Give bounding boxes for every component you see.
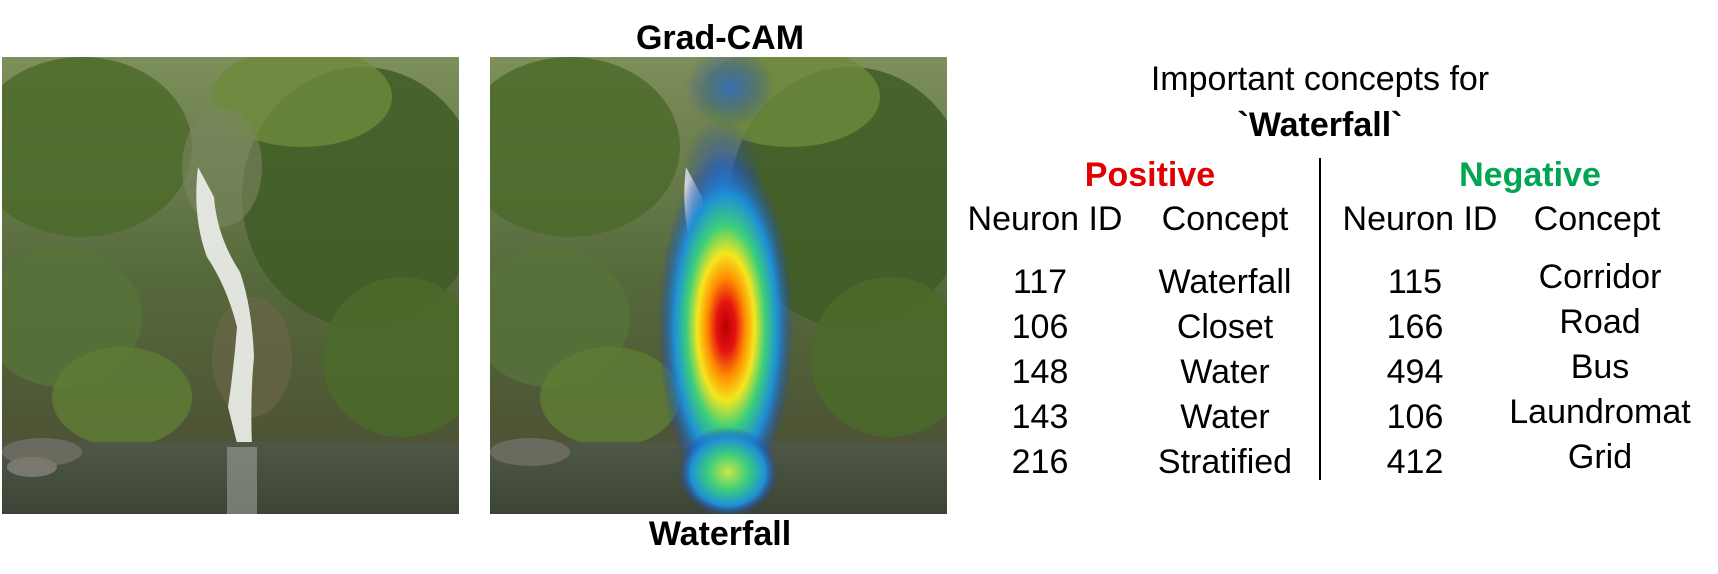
- concepts-class-name: `Waterfall`: [1237, 106, 1403, 144]
- positive-neuron-id: 216: [1011, 443, 1069, 481]
- positive-concept: Waterfall: [1158, 263, 1292, 301]
- column-divider: [1319, 158, 1321, 480]
- positive-concept: Closet: [1176, 308, 1274, 346]
- negative-concept: Laundromat: [1509, 393, 1691, 431]
- positive-neuron-id-header: Neuron ID: [967, 200, 1123, 238]
- negative-neuron-id-header: Neuron ID: [1342, 200, 1498, 238]
- negative-neuron-id: 115: [1387, 263, 1443, 301]
- positive-concept: Stratified: [1157, 443, 1293, 481]
- class-label: Waterfall: [648, 515, 792, 553]
- waterfall-photo: [2, 57, 459, 514]
- positive-heading: Positive: [1084, 156, 1216, 194]
- positive-concept-header: Concept: [1161, 200, 1289, 238]
- gradcam-heatmap-photo: [490, 57, 947, 514]
- negative-neuron-id: 412: [1386, 443, 1444, 481]
- negative-concept: Grid: [1567, 438, 1633, 476]
- positive-neuron-id: 143: [1011, 398, 1069, 436]
- negative-neuron-id: 166: [1386, 308, 1444, 346]
- positive-concept: Water: [1180, 398, 1270, 436]
- negative-concept: Bus: [1570, 348, 1630, 386]
- negative-heading: Negative: [1459, 156, 1601, 194]
- negative-concept: Road: [1559, 303, 1641, 341]
- gradcam-title: Grad-CAM: [635, 19, 805, 57]
- positive-concept: Water: [1180, 353, 1270, 391]
- negative-concept: Corridor: [1538, 258, 1662, 296]
- negative-neuron-id: 494: [1386, 353, 1444, 391]
- positive-neuron-id: 106: [1011, 308, 1069, 346]
- positive-neuron-id: 148: [1011, 353, 1069, 391]
- positive-neuron-id: 117: [1012, 263, 1068, 301]
- negative-concept-header: Concept: [1533, 200, 1661, 238]
- negative-neuron-id: 106: [1386, 398, 1444, 436]
- concepts-title: Important concepts for: [1150, 60, 1490, 98]
